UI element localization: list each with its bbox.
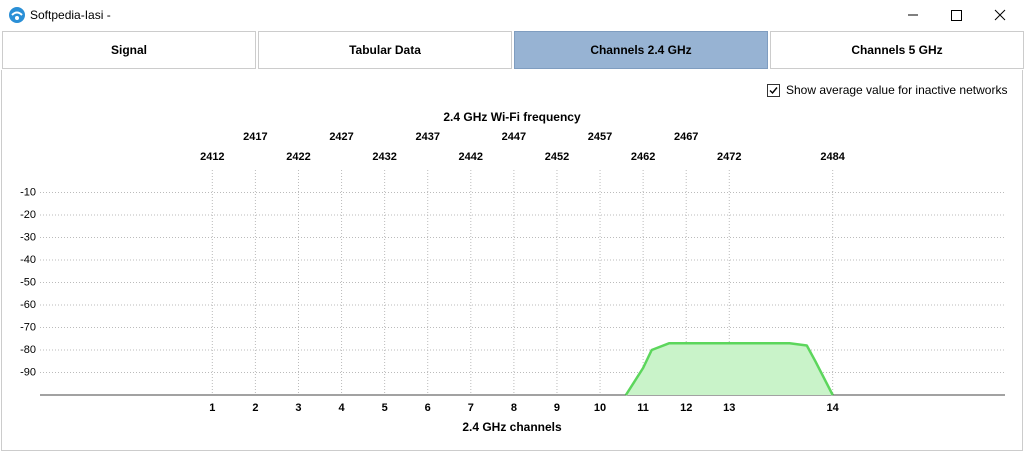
frequency-label: 2484: [820, 151, 845, 163]
y-tick-label: -70: [20, 321, 36, 333]
frequency-label: 2442: [459, 151, 483, 163]
y-tick-label: -90: [20, 366, 36, 378]
content-frame: [1, 70, 1023, 451]
close-button[interactable]: [978, 0, 1022, 30]
y-tick-label: -60: [20, 299, 36, 311]
x-tick-label: 3: [295, 402, 301, 414]
title-bar: Softpedia-Iasi -: [0, 0, 1026, 30]
y-tick-label: -40: [20, 254, 36, 266]
x-tick-label: 1: [209, 402, 215, 414]
chart-title: 2.4 GHz Wi-Fi frequency: [443, 110, 581, 124]
frequency-label: 2452: [545, 151, 569, 163]
x-tick-label: 13: [723, 402, 735, 414]
tab[interactable]: Channels 2.4 GHz: [514, 31, 768, 69]
frequency-label: 2422: [286, 151, 310, 163]
x-tick-label: 11: [637, 402, 649, 414]
checkbox-label: Show average value for inactive networks: [786, 83, 1008, 97]
minimize-button[interactable]: [890, 0, 934, 30]
frequency-label: 2437: [415, 131, 439, 143]
x-axis-label: 2.4 GHz channels: [462, 420, 562, 434]
y-tick-label: -50: [20, 276, 36, 288]
y-tick-label: -10: [20, 186, 36, 198]
checkbox-box[interactable]: [767, 83, 780, 97]
frequency-label: 2432: [372, 151, 396, 163]
x-tick-label: 2: [252, 402, 258, 414]
frequency-label: 2457: [588, 131, 612, 143]
tab[interactable]: Signal: [2, 31, 256, 69]
y-tick-label: -80: [20, 344, 36, 356]
frequency-label: 2467: [674, 131, 698, 143]
tab-bar: Signal Tabular Data Channels 2.4 GHz Channe…: [0, 30, 1026, 71]
frequency-label: 2412: [200, 151, 224, 163]
x-tick-label: 10: [594, 402, 606, 414]
checkbox[interactable]: Show average value for inactive networks: [767, 83, 1007, 97]
x-tick-label: 5: [382, 402, 388, 414]
y-tick-label: -20: [20, 209, 36, 221]
app-icon: [9, 7, 25, 23]
check-mark: [769, 86, 778, 94]
x-tick-label: 4: [339, 402, 346, 414]
x-tick-label: 9: [554, 402, 560, 414]
window-title: Softpedia-Iasi -: [30, 8, 111, 22]
area-line: [624, 342, 834, 396]
x-tick-label: 8: [511, 402, 517, 414]
x-tick-label: 7: [468, 402, 474, 414]
area-fill: [625, 343, 833, 395]
y-tick-label: -30: [20, 231, 36, 243]
maximize-button[interactable]: [934, 0, 978, 30]
tab[interactable]: Channels 5 GHz: [770, 31, 1024, 69]
frequency-label: 2462: [631, 151, 655, 163]
frequency-label: 2417: [243, 131, 267, 143]
x-tick-label: 14: [827, 402, 840, 414]
tab[interactable]: Tabular Data: [258, 31, 512, 69]
frequency-label: 2472: [717, 151, 741, 163]
x-tick-label: 12: [680, 402, 692, 414]
frequency-label: 2447: [502, 131, 526, 143]
x-tick-label: 6: [425, 402, 431, 414]
frequency-label: 2427: [329, 131, 353, 143]
